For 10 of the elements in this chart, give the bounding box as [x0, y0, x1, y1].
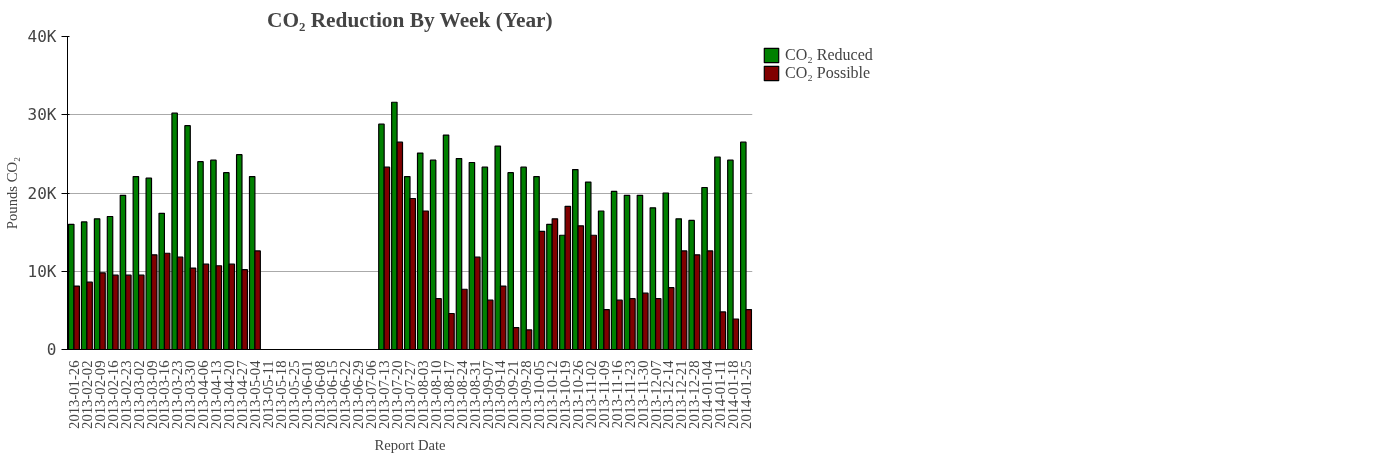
chart-title: CO₂ Reduction By Week (Year) [267, 7, 553, 32]
legend-label: CO₂ Reduced [785, 46, 873, 64]
y-tick-label: 0 [46, 340, 57, 359]
x-axis-title: Report Date [374, 436, 446, 453]
y-tick-label: 40K [27, 27, 57, 46]
y-axis-title: Pounds CO₂ [3, 156, 20, 230]
y-tick-label: 30K [27, 105, 57, 125]
y-tick-label: 10K [27, 261, 57, 281]
legend-label: CO₂ Possible [785, 64, 871, 82]
y-tick-label: 20K [27, 183, 57, 203]
